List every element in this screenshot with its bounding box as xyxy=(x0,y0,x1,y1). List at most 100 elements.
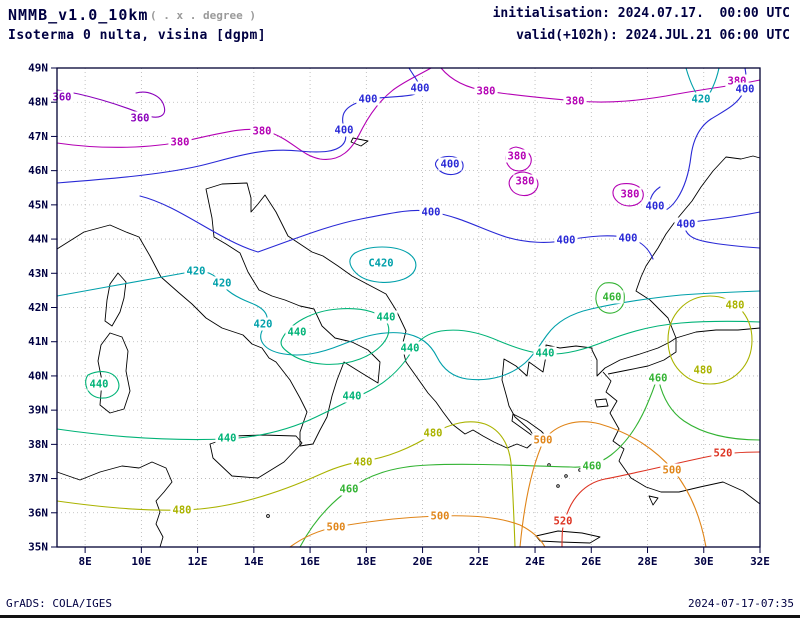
lon-tick-label: 30E xyxy=(694,555,714,568)
coastline-blacksea-south xyxy=(675,327,761,339)
valid-time: valid(+102h): 2024.JUL.21 06:00 UTC xyxy=(516,28,790,43)
island-crete xyxy=(535,530,601,544)
map-frame xyxy=(56,67,761,548)
lat-tick-label: 49N xyxy=(28,62,48,75)
lon-tick-label: 22E xyxy=(469,555,489,568)
contour-label: 460 xyxy=(340,484,359,496)
island-cyclades-dot xyxy=(556,484,560,488)
contour-label: 380 xyxy=(621,189,640,201)
initialisation-time: initialisation: 2024.07.17. 00:00 UTC xyxy=(492,6,790,21)
contour-label: 400 xyxy=(411,83,430,95)
contour-label-gap xyxy=(643,199,667,213)
island-sardinia xyxy=(97,332,131,414)
lake-balaton xyxy=(350,137,369,147)
contour-label-gap xyxy=(50,90,74,104)
contour-440-loop xyxy=(85,371,120,399)
island-sicily xyxy=(209,434,303,479)
coastline-europe xyxy=(56,155,761,449)
contour-label-gap xyxy=(733,82,757,96)
contour-460-loop xyxy=(595,282,625,314)
contour-label: 440 xyxy=(343,391,362,403)
lon-tick-label: 18E xyxy=(356,555,376,568)
contour-label-gap xyxy=(474,84,498,98)
coastline-anatolia xyxy=(602,371,761,505)
lat-tick-label: 37N xyxy=(28,472,48,485)
contour-label: 360 xyxy=(131,113,150,125)
contour-label-gap xyxy=(250,124,274,138)
contour-label: 460 xyxy=(583,461,602,473)
contour-label: 440 xyxy=(377,312,396,324)
lon-tick-label: 26E xyxy=(581,555,601,568)
contour-label-gap xyxy=(421,426,445,440)
contour-440-line xyxy=(56,320,761,441)
island-lesbos xyxy=(594,398,609,408)
contour-380-loop xyxy=(612,183,644,207)
lat-tick-label: 39N xyxy=(28,404,48,417)
lat-tick-label: 36N xyxy=(28,506,48,519)
contour-label: C420 xyxy=(368,258,393,270)
contour-label: 480 xyxy=(173,505,192,517)
contour-label-gap xyxy=(340,389,364,403)
contour-label-gap xyxy=(128,111,152,125)
contour-label: 500 xyxy=(431,511,450,523)
contour-360-line xyxy=(56,89,166,118)
creation-timestamp: 2024-07-17-07:35 xyxy=(688,597,794,610)
contour-label-gap xyxy=(351,455,375,469)
contour-label: 440 xyxy=(90,379,109,391)
contour-400-line xyxy=(649,67,747,213)
contour-label: 400 xyxy=(422,207,441,219)
lat-tick-label: 41N xyxy=(28,335,48,348)
contour-label-gap xyxy=(366,256,396,270)
contour-460-line xyxy=(299,375,761,548)
contour-label: 400 xyxy=(557,235,576,247)
contour-label-gap xyxy=(600,290,624,304)
lat-tick-label: 45N xyxy=(28,198,48,211)
contour-label: 480 xyxy=(726,300,745,312)
contour-label: 420 xyxy=(692,94,711,106)
contour-label: 380 xyxy=(566,96,585,108)
lon-tick-label: 28E xyxy=(638,555,658,568)
lat-tick-label: 43N xyxy=(28,267,48,280)
lon-tick-label: 12E xyxy=(188,555,208,568)
contour-label: 520 xyxy=(554,516,573,528)
contour-labels: 3603603803803803803803803803804004004004… xyxy=(50,74,757,534)
contour-label: 460 xyxy=(649,373,668,385)
contour-label-gap xyxy=(554,233,578,247)
island-corsica xyxy=(104,272,127,327)
contour-label: 480 xyxy=(694,365,713,377)
contour-400-line xyxy=(139,195,654,260)
contour-label-gap xyxy=(551,514,575,528)
contour-label-gap xyxy=(689,92,713,106)
contour-label: 500 xyxy=(534,435,553,447)
contour-label: 440 xyxy=(401,343,420,355)
lon-tick-label: 10E xyxy=(131,555,151,568)
contour-label: 480 xyxy=(424,428,443,440)
lat-tick-label: 40N xyxy=(28,369,48,382)
contour-label-gap xyxy=(419,205,443,219)
contour-label-gap xyxy=(618,187,642,201)
contour-label-gap xyxy=(356,92,380,106)
contour-label-gap xyxy=(428,509,452,523)
contour-500-line xyxy=(519,421,707,548)
contour-label: 440 xyxy=(288,327,307,339)
contour-label: 400 xyxy=(677,219,696,231)
contour-label: 400 xyxy=(646,201,665,213)
contour-label-gap xyxy=(170,503,194,517)
contour-lines xyxy=(56,67,761,548)
lat-tick-label: 47N xyxy=(28,130,48,143)
lon-tick-label: 16E xyxy=(300,555,320,568)
contour-label: 400 xyxy=(359,94,378,106)
contour-label: 400 xyxy=(736,84,755,96)
contour-label-gap xyxy=(184,264,208,278)
contour-label-gap xyxy=(398,341,422,355)
contour-label-gap xyxy=(616,231,640,245)
contour-label-gap xyxy=(251,317,275,331)
island-cyclades-dot xyxy=(564,474,568,478)
contour-label: 400 xyxy=(441,159,460,171)
map-subtitle: Isoterma 0 nulta, visina [dgpm] xyxy=(8,28,267,43)
coastline-marmara xyxy=(607,338,677,375)
lon-tick-label: 20E xyxy=(413,555,433,568)
contour-420-loop xyxy=(349,246,417,283)
lon-tick-label: 32E xyxy=(750,555,770,568)
contour-label: 380 xyxy=(171,137,190,149)
